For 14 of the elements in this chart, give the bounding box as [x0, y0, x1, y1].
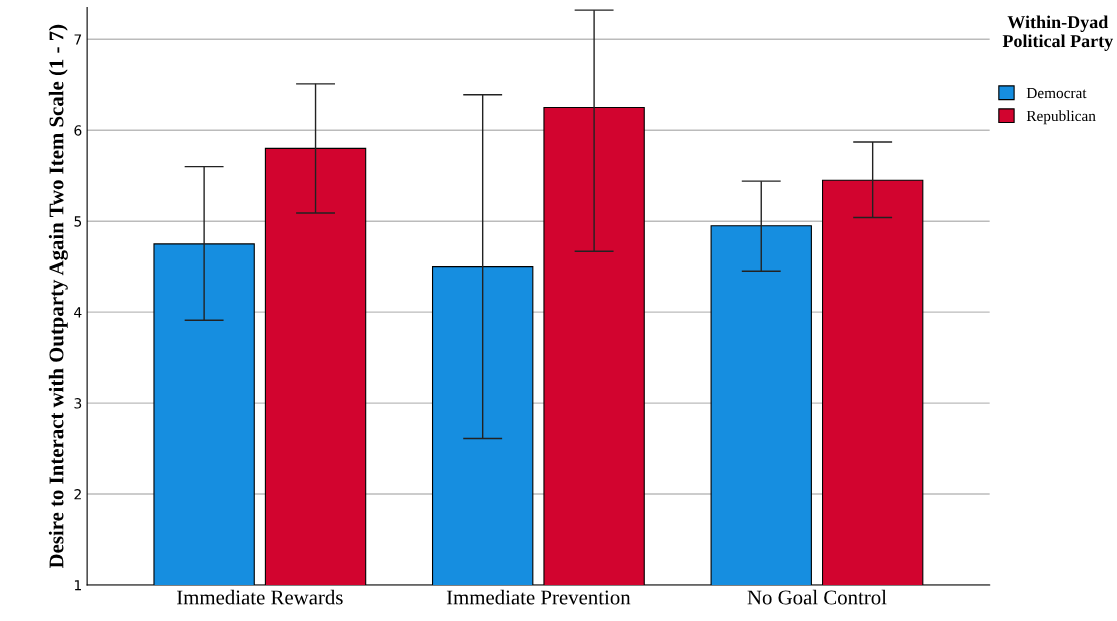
y-tick-label: 2 — [74, 489, 81, 500]
x-tick-label: No Goal Control — [747, 589, 887, 605]
x-tick-label: Immediate Rewards — [176, 589, 343, 605]
legend-label: Democrat — [1026, 87, 1087, 99]
y-tick-label: 5 — [74, 216, 82, 227]
x-tick-label: Immediate Prevention — [446, 589, 631, 605]
legend-label: Republican — [1026, 110, 1096, 125]
y-tick-label: 4 — [74, 307, 82, 318]
y-tick-label: 6 — [74, 125, 82, 136]
legend-title: Within-Dyad Political Party — [1002, 15, 1114, 51]
y-axis-title: Desire to Interact with Outparty Again Two Item Scale (1 - 7) — [48, 24, 68, 569]
y-tick-label: 7 — [74, 34, 82, 45]
y-tick-label: 3 — [74, 398, 82, 409]
y-tick-label: 1 — [74, 580, 81, 591]
